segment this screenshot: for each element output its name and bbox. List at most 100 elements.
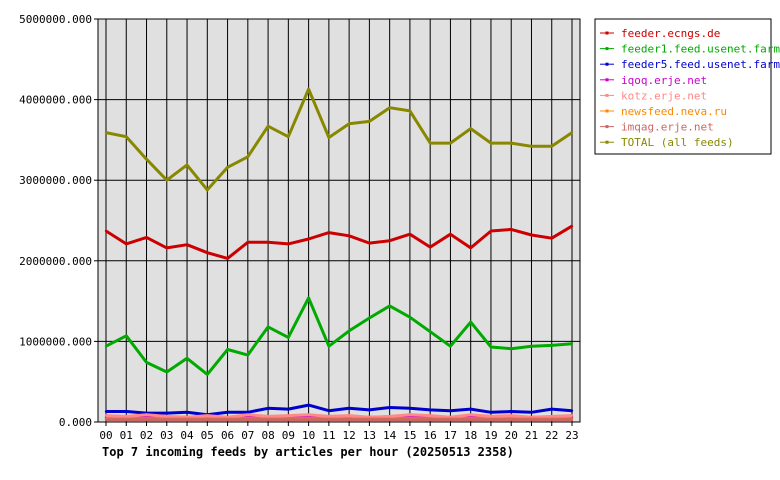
data-point <box>408 413 412 416</box>
legend-label: kotz.erje.net <box>621 89 707 102</box>
data-point <box>266 325 270 329</box>
data-point <box>307 413 310 416</box>
data-point <box>287 407 290 411</box>
y-tick-label: 3000000.000 <box>19 174 92 187</box>
data-point <box>145 361 148 364</box>
data-point <box>388 106 391 109</box>
data-point <box>145 158 148 161</box>
legend-label: feeder.ecngs.de <box>621 27 720 40</box>
data-point <box>226 411 229 414</box>
legend-label: TOTAL (all feeds) <box>621 136 734 149</box>
y-tick-label: 2000000.000 <box>19 255 92 268</box>
data-point <box>570 224 574 228</box>
x-tick-label: 04 <box>180 429 194 442</box>
data-point <box>307 418 310 421</box>
data-point <box>246 353 250 357</box>
legend-label: imqag.erje.net <box>621 121 714 134</box>
data-point <box>570 131 574 134</box>
x-tick-label: 05 <box>201 429 214 442</box>
data-point <box>145 418 148 421</box>
data-point <box>266 124 270 128</box>
data-point <box>347 329 351 333</box>
data-point <box>510 410 513 413</box>
x-tick-label: 23 <box>565 429 578 442</box>
x-tick-label: 22 <box>545 429 558 442</box>
data-point <box>246 241 250 244</box>
data-point <box>449 141 452 145</box>
data-point <box>489 229 493 233</box>
data-point <box>165 411 168 415</box>
plot-background <box>98 19 580 422</box>
x-tick-label: 21 <box>525 429 538 442</box>
x-tick-label: 09 <box>282 429 295 442</box>
data-point <box>449 233 452 236</box>
data-point <box>246 155 250 159</box>
x-tick-label: 18 <box>464 429 477 442</box>
data-point <box>530 345 533 348</box>
data-point <box>206 414 209 417</box>
legend-marker <box>605 31 609 35</box>
x-tick-label: 15 <box>403 429 416 442</box>
data-point <box>469 320 472 324</box>
series-line-7 <box>105 87 573 192</box>
data-point <box>550 145 553 148</box>
data-point <box>125 135 128 138</box>
y-tick-label: 1000000.000 <box>19 335 92 348</box>
legend-label: newsfeed.neva.ru <box>621 105 727 118</box>
data-point <box>104 345 108 348</box>
data-point <box>266 241 270 244</box>
data-point <box>428 245 432 249</box>
data-point <box>125 334 128 337</box>
data-point <box>145 236 148 239</box>
plot-border <box>97 18 581 423</box>
data-point <box>185 411 189 414</box>
data-point <box>510 347 513 350</box>
data-point <box>510 414 513 417</box>
x-tick-label: 20 <box>505 429 518 442</box>
data-point <box>104 414 108 417</box>
data-point <box>307 296 310 300</box>
legend-label: iqoq.erje.net <box>621 74 707 87</box>
data-point <box>125 415 128 418</box>
data-point <box>408 109 412 113</box>
data-point <box>368 120 371 123</box>
legend-marker <box>605 125 609 129</box>
data-point <box>307 237 310 241</box>
data-point <box>510 228 513 231</box>
data-point <box>266 407 270 410</box>
data-point <box>185 357 189 360</box>
data-point <box>489 415 493 418</box>
x-tick-label: 19 <box>484 429 497 442</box>
data-point <box>388 304 391 308</box>
x-tick-label: 02 <box>140 429 153 442</box>
data-point <box>368 418 371 421</box>
data-point <box>327 418 331 421</box>
data-point <box>206 251 209 254</box>
x-axis-ticks: 00 01 02 03 04 05 06 07 08 09 10 11 12 13 14 15 16 17 18 19… <box>99 422 579 442</box>
data-point <box>104 418 108 421</box>
legend-marker <box>605 93 609 97</box>
data-point <box>347 407 351 410</box>
legend: feeder.ecngs.de feeder1.feed.usenet.farm f… <box>600 27 780 149</box>
x-tick-label: 11 <box>322 429 335 442</box>
data-point <box>125 410 128 413</box>
y-tick-label: 4000000.000 <box>19 94 92 107</box>
x-tick-label: 17 <box>444 429 457 442</box>
x-tick-label: 06 <box>221 429 234 442</box>
data-point <box>347 418 351 421</box>
data-point <box>570 418 574 421</box>
data-point <box>469 418 472 421</box>
data-point <box>226 257 229 260</box>
data-point <box>530 233 533 237</box>
data-point <box>327 409 331 412</box>
data-point <box>428 330 432 333</box>
data-point <box>550 344 553 347</box>
data-point <box>226 166 229 169</box>
data-point <box>408 407 412 410</box>
data-point <box>408 316 412 319</box>
data-point <box>246 418 250 421</box>
data-point <box>550 415 553 418</box>
data-point <box>530 418 533 421</box>
data-point <box>570 342 574 346</box>
